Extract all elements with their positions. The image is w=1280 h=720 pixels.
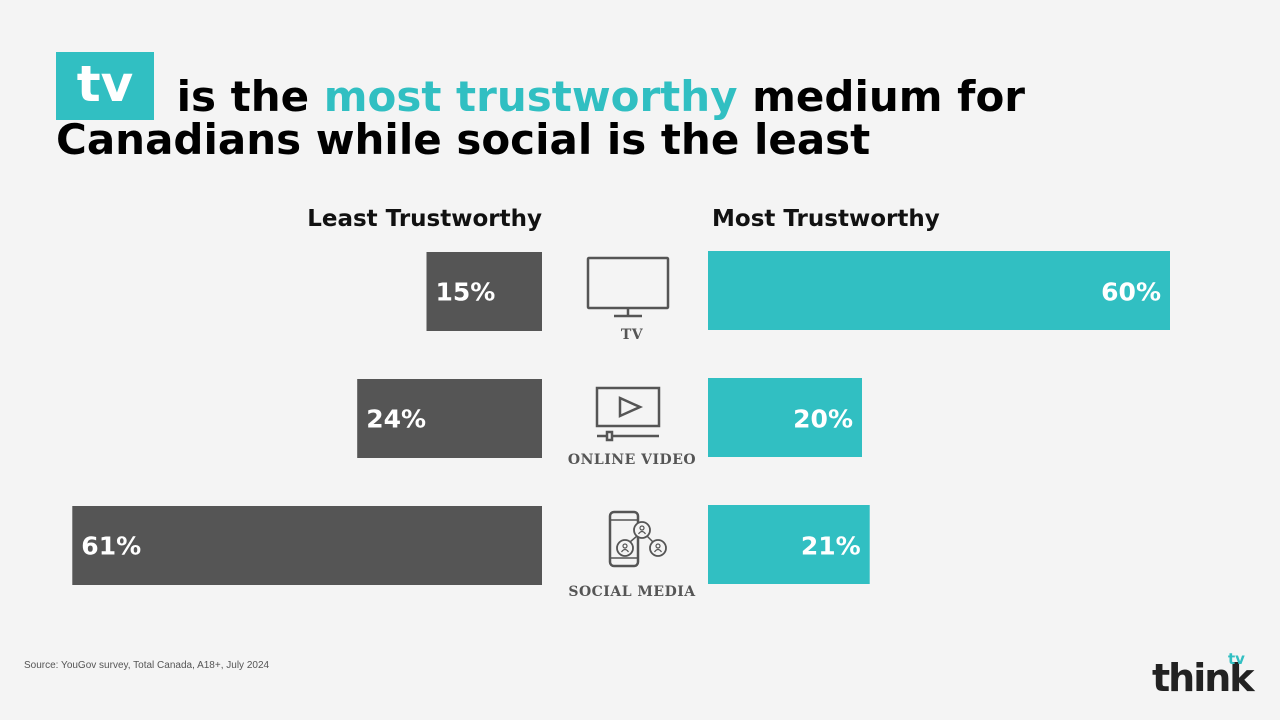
bar-least-1 — [357, 379, 542, 458]
category-label-0: TV — [621, 327, 644, 343]
tv-icon — [586, 256, 670, 318]
bar-least-label-1: 24% — [366, 405, 426, 434]
legend-least-trustworthy: Least Trustworthy — [307, 206, 542, 232]
category-label-1: ONLINE VIDEO — [568, 452, 696, 468]
bar-least-label-2: 61% — [81, 532, 141, 561]
title-tv-badge: tv — [56, 52, 154, 120]
legend-most-trustworthy: Most Trustworthy — [712, 206, 940, 232]
bar-most-1 — [708, 378, 862, 457]
bar-most-label-1: 20% — [793, 405, 853, 434]
thinktv-logo: think tv — [1152, 650, 1255, 700]
bar-least-0 — [426, 252, 542, 331]
source-note: Source: YouGov survey, Total Canada, A18… — [24, 660, 270, 671]
social-media-icon — [608, 510, 667, 568]
online-video-icon — [595, 386, 661, 442]
page-title: tv is the most trustworthy medium for Can… — [56, 52, 1056, 163]
bar-most-0 — [708, 251, 1170, 330]
title-line2: Canadians while social is the least — [56, 115, 871, 164]
logo-text: think — [1152, 656, 1255, 700]
title-part2: medium for — [737, 72, 1026, 121]
title-part1: is the — [162, 72, 324, 121]
title-highlight: most trustworthy — [323, 72, 738, 121]
category-label-2: SOCIAL MEDIA — [568, 584, 696, 600]
logo-sup: tv — [1228, 650, 1245, 668]
bar-least-label-0: 15% — [436, 278, 496, 307]
bar-most-2 — [708, 505, 870, 584]
bar-most-label-2: 21% — [801, 532, 861, 561]
bar-least-2 — [72, 506, 543, 585]
bar-most-label-0: 60% — [1101, 278, 1161, 307]
